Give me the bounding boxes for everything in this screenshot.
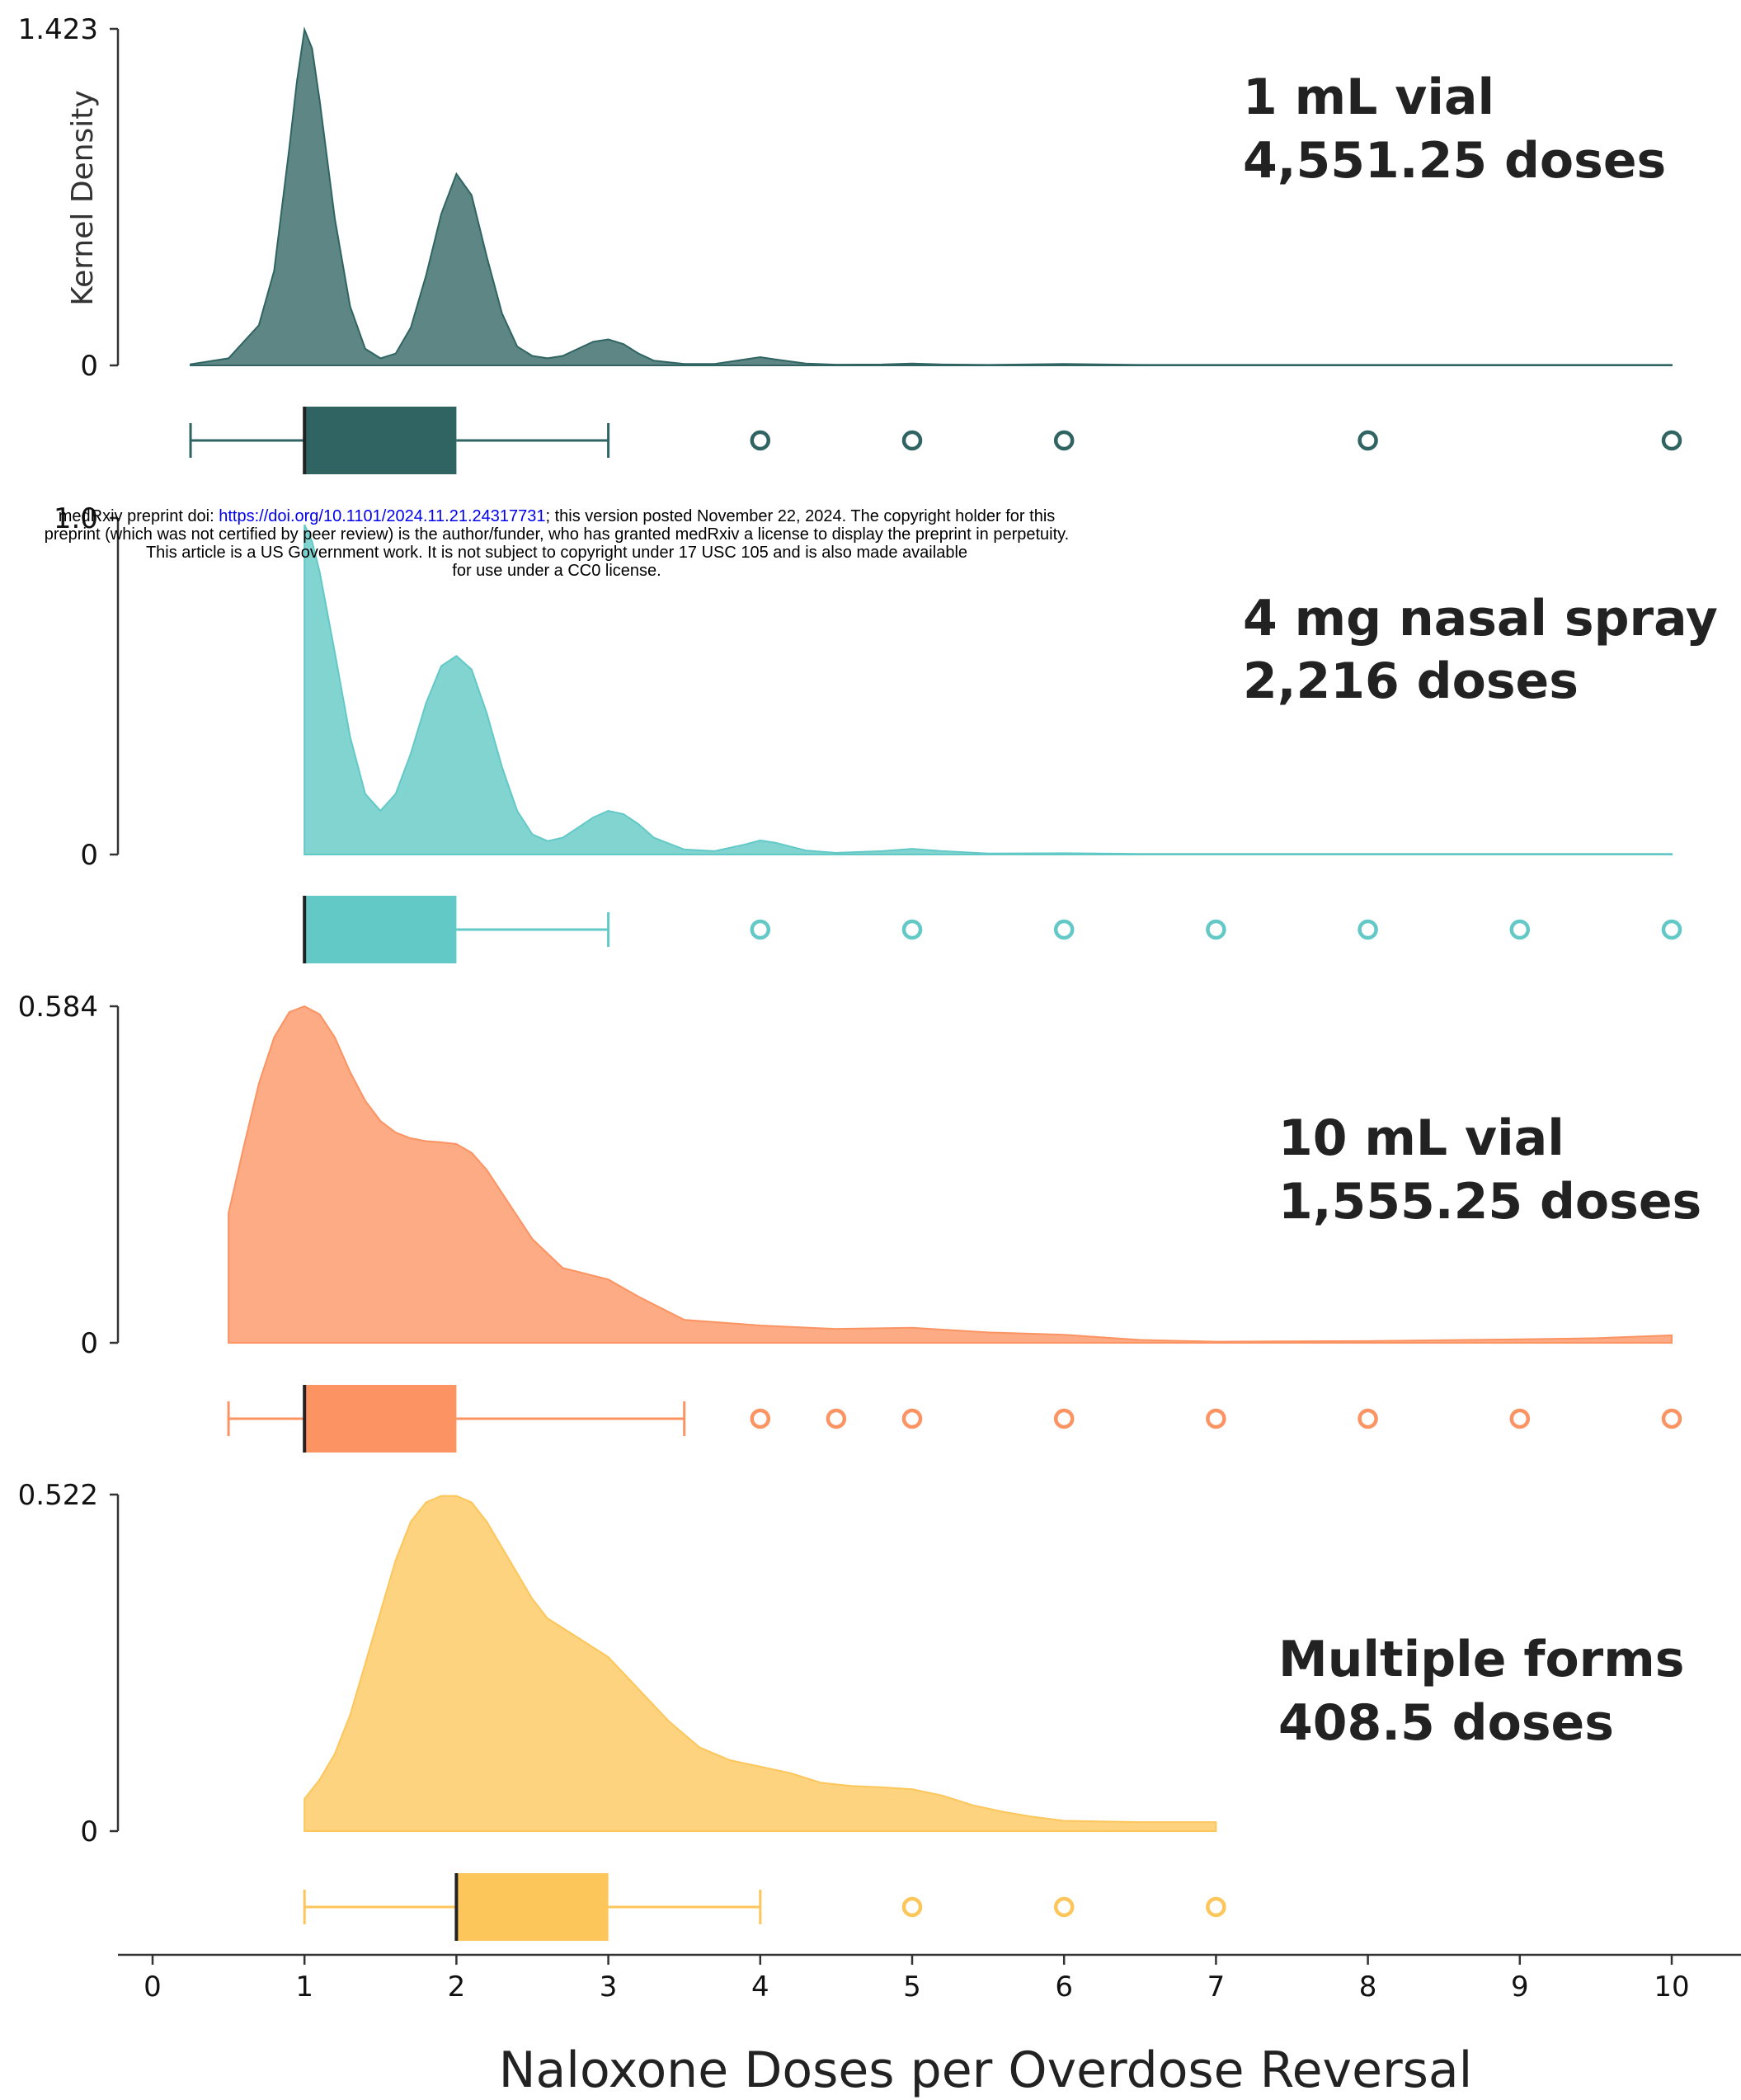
watermark-prefix: medRxiv preprint doi:	[58, 507, 219, 525]
y-tick-label-max: 0.584	[18, 991, 98, 1024]
y-tick-label-zero: 0	[80, 839, 98, 872]
panel-label-doses: 1,555.25 doses	[1278, 1173, 1701, 1231]
y-tick-label-max: 1.423	[18, 13, 98, 46]
density-area	[190, 26, 1673, 366]
y-axis-label: Kernel Density	[66, 90, 100, 305]
outlier-point	[1661, 919, 1682, 940]
panel-4: 0.522 0 Multiple forms 408.5 doses	[18, 1479, 1684, 1941]
outlier-point	[1358, 1408, 1378, 1429]
x-tick-label: 5	[903, 1971, 921, 2003]
panel-label-form: 10 mL vial	[1278, 1109, 1565, 1167]
watermark-line-3: This article is a US Government work. It…	[145, 544, 968, 562]
outlier-point	[901, 1408, 923, 1429]
panel-label-doses: 4,551.25 doses	[1243, 132, 1666, 190]
iqr-box	[456, 1873, 609, 1941]
x-tick-label: 4	[751, 1971, 769, 2003]
panel-label-form: 1 mL vial	[1243, 68, 1494, 126]
x-tick-label: 6	[1055, 1971, 1073, 2003]
panels-layer: 1.423 0 1 mL vial 4,551.25 doses 1.0 0 4 mg na…	[18, 13, 1718, 1941]
y-tick-label-max: 0.522	[18, 1479, 98, 1512]
y-tick-label-zero: 0	[80, 1815, 98, 1848]
outlier-point	[1206, 1896, 1226, 1918]
preprint-watermark: medRxiv preprint doi: https://doi.org/10…	[0, 507, 1113, 580]
outlier-point	[750, 919, 771, 940]
outlier-point	[1206, 919, 1226, 940]
y-tick-label-zero: 0	[80, 350, 98, 383]
x-tick-label: 9	[1511, 1971, 1529, 2003]
outlier-point	[1053, 1896, 1075, 1918]
panel-label-form: Multiple forms	[1278, 1631, 1684, 1688]
watermark-line-2: preprint (which was not certified by pee…	[44, 525, 1070, 544]
iqr-box	[304, 1385, 457, 1453]
panel-label-doses: 2,216 doses	[1243, 652, 1579, 710]
watermark-suffix: ; this version posted November 22, 2024.…	[545, 507, 1056, 525]
x-tick-label: 1	[295, 1971, 313, 2003]
outlier-point	[750, 1408, 771, 1429]
outlier-point	[1509, 919, 1531, 940]
y-tick-label-max: 1.0	[54, 502, 98, 535]
y-tick-label-zero: 0	[80, 1327, 98, 1360]
iqr-box	[304, 896, 457, 963]
watermark-line-4: for use under a CC0 license.	[452, 562, 661, 580]
outlier-point	[1206, 1408, 1226, 1429]
outlier-point	[750, 430, 771, 451]
watermark-line-1: medRxiv preprint doi: https://doi.org/10…	[0, 507, 1113, 525]
outlier-point	[1053, 1408, 1075, 1429]
x-tick-label: 10	[1654, 1971, 1689, 2003]
x-axis-label: Naloxone Doses per Overdose Reversal	[499, 2041, 1473, 2099]
watermark-doi-link[interactable]: https://doi.org/10.1101/2024.11.21.24317…	[219, 507, 546, 525]
x-tick-label: 2	[448, 1971, 466, 2003]
outlier-point	[901, 919, 923, 940]
outlier-point	[1509, 1408, 1531, 1429]
x-tick-label: 0	[144, 1971, 162, 2003]
density-area	[228, 1005, 1673, 1344]
outlier-point	[901, 1896, 923, 1918]
outlier-point	[826, 1408, 847, 1429]
outlier-point	[1661, 430, 1682, 451]
outlier-point	[1358, 919, 1378, 940]
panel-1: 1.423 0 1 mL vial 4,551.25 doses	[18, 13, 1682, 474]
outlier-point	[901, 430, 923, 451]
density-area	[303, 1495, 1217, 1832]
density-area	[303, 524, 1673, 855]
panel-label-form: 4 mg nasal spray	[1243, 590, 1718, 647]
panel-3: 0.584 0 10 mL vial 1,555.25 doses	[18, 991, 1701, 1453]
x-tick-label: 3	[600, 1971, 618, 2003]
outlier-point	[1053, 919, 1075, 940]
x-axis: 0 1 2 3 4 5 6 7 8 9 10	[118, 1953, 1741, 2003]
outlier-point	[1358, 430, 1378, 451]
x-tick-label: 7	[1207, 1971, 1226, 2003]
iqr-box	[304, 407, 457, 474]
panel-label-doses: 408.5 doses	[1278, 1694, 1614, 1752]
outlier-point	[1053, 430, 1075, 451]
outlier-point	[1661, 1408, 1682, 1429]
x-tick-label: 8	[1359, 1971, 1377, 2003]
